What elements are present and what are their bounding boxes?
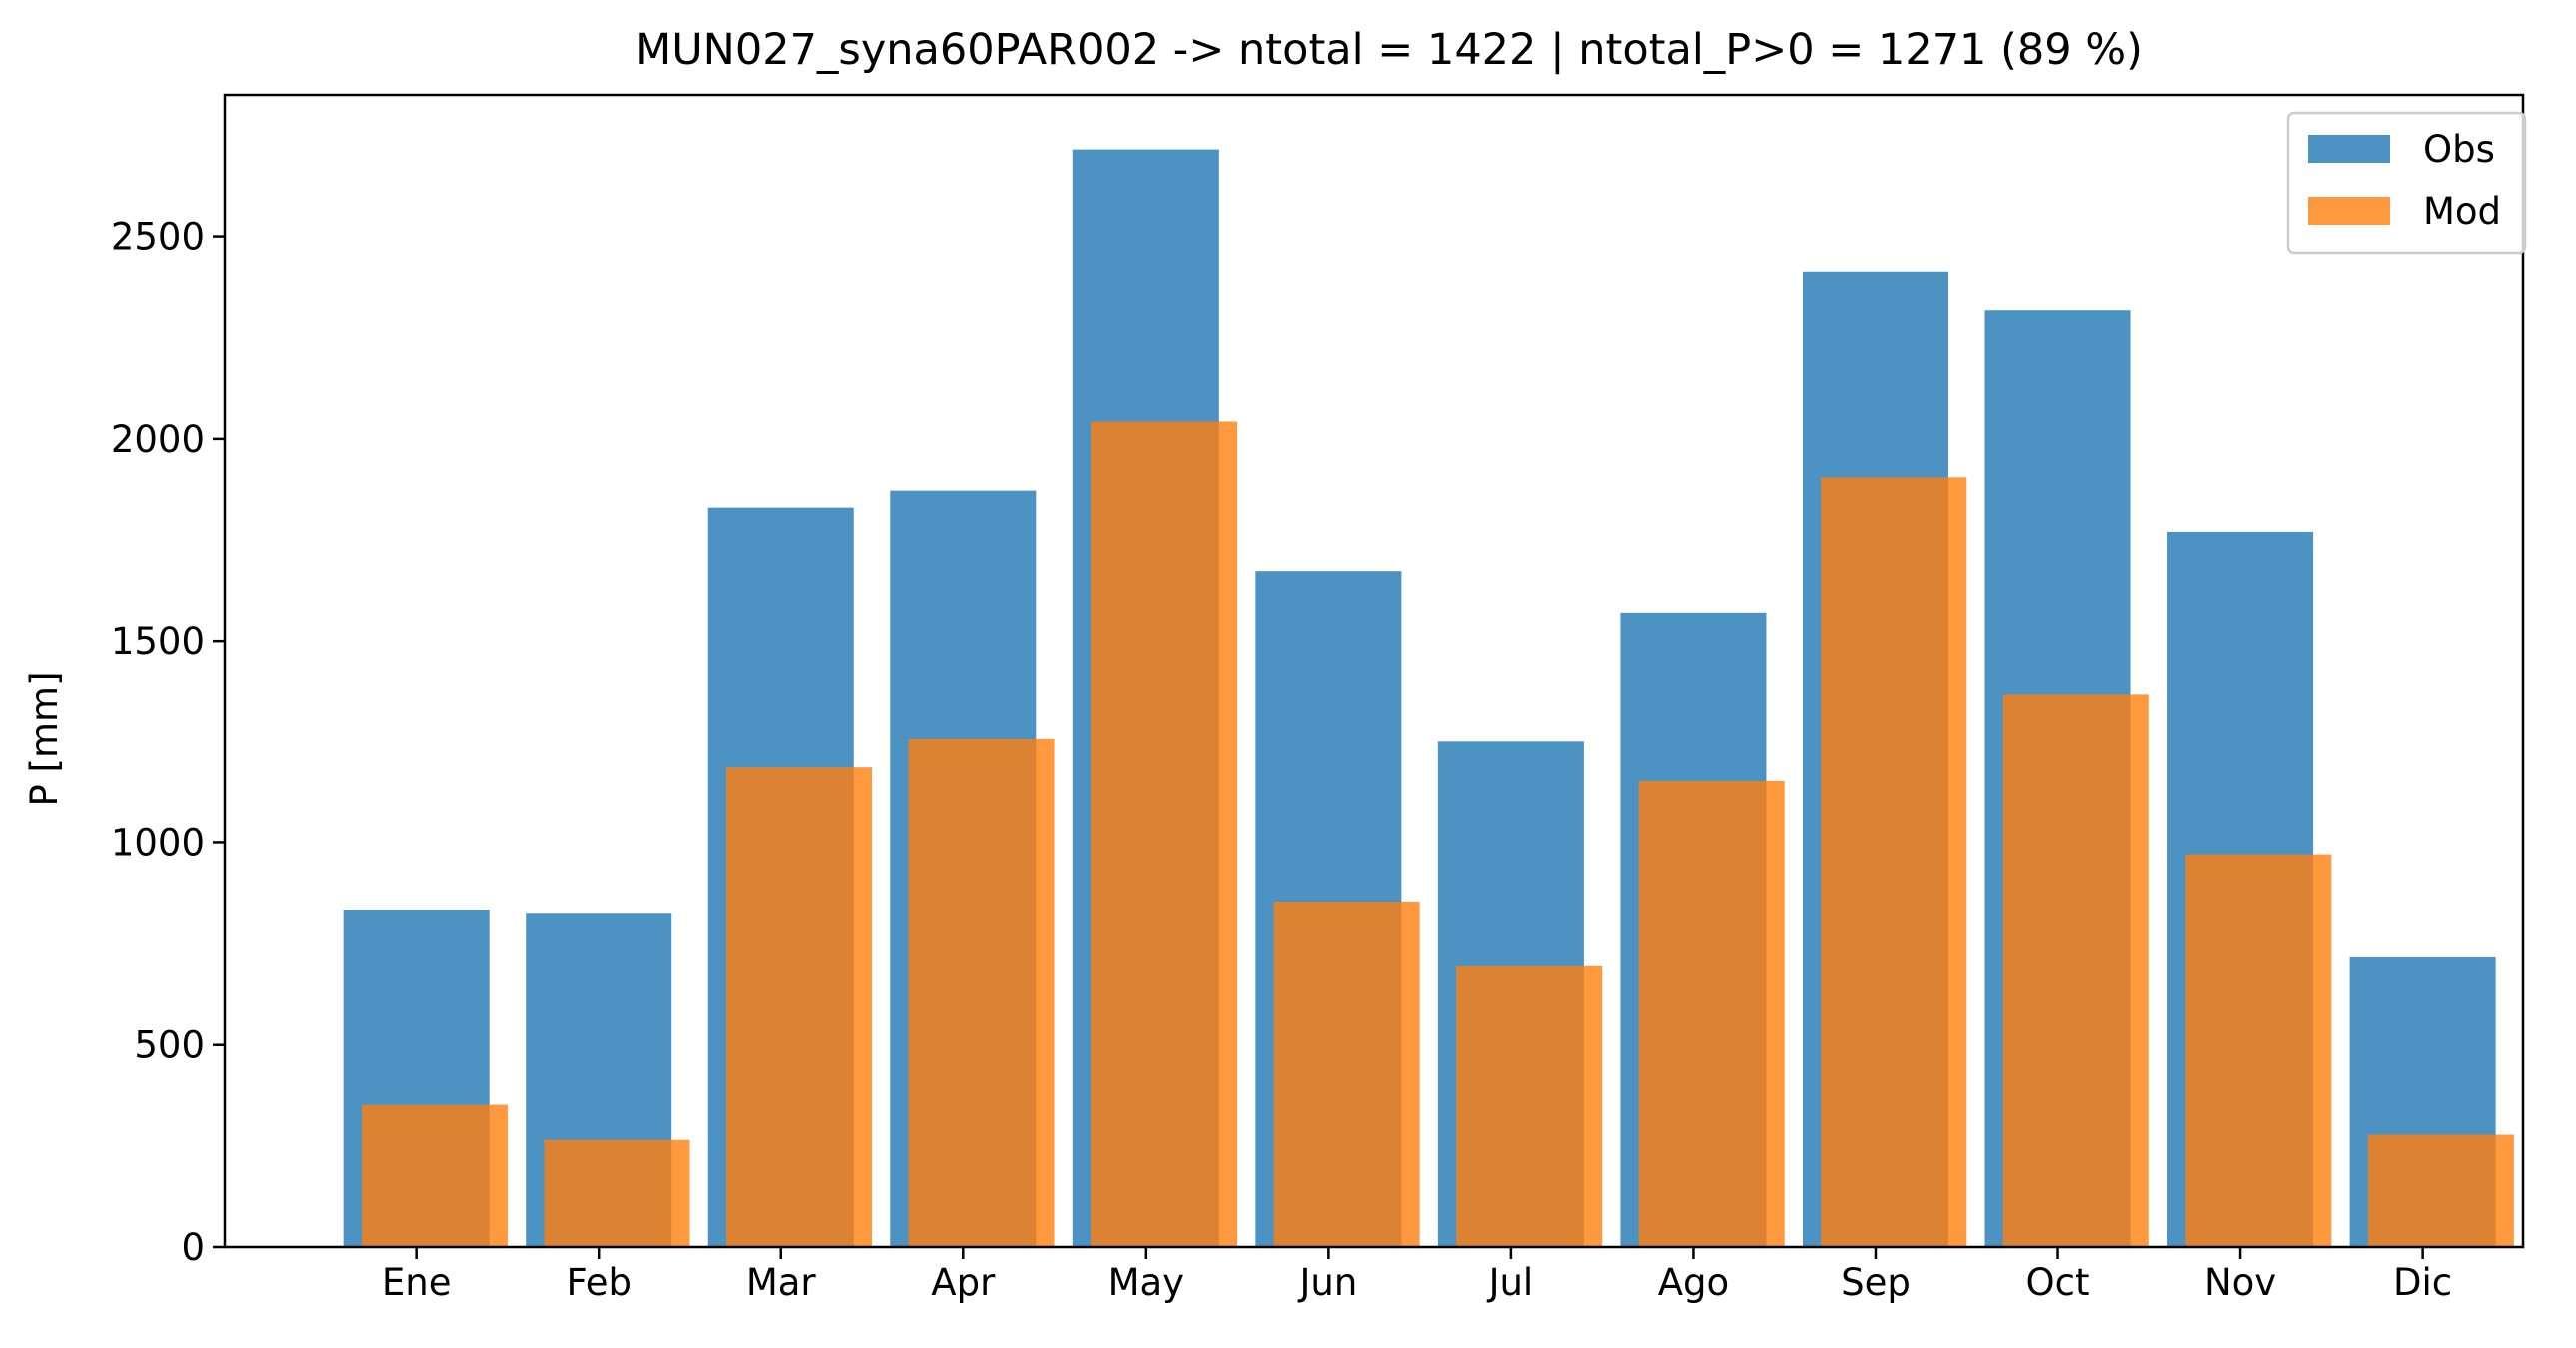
y-tick-label: 1500: [111, 620, 205, 663]
x-tick-label: Sep: [1841, 1261, 1911, 1304]
x-tick-label: Ene: [382, 1261, 452, 1304]
y-tick-label: 500: [134, 1024, 205, 1067]
x-tick-label: Dic: [2393, 1261, 2452, 1304]
chart-title: MUN027_syna60PAR002 -> ntotal = 1422 | n…: [635, 25, 2143, 75]
x-tick-label: Jul: [1487, 1261, 1534, 1304]
y-axis-label: P [mm]: [23, 672, 66, 806]
bar-mod-ago: [1638, 780, 1785, 1247]
bar-mod-apr: [908, 738, 1055, 1247]
y-tick-label: 2000: [111, 418, 205, 461]
x-tick-label: May: [1108, 1261, 1185, 1304]
bar-mod-sep: [1821, 477, 1967, 1247]
bar-mod-feb: [544, 1139, 690, 1247]
legend-swatch-mod: [2308, 197, 2390, 225]
bar-mod-oct: [2002, 694, 2149, 1247]
legend: Obs Mod: [2286, 111, 2527, 255]
bar-mod-mar: [725, 767, 873, 1247]
x-tick-label: Mar: [746, 1261, 817, 1304]
y-tick-label: 1000: [111, 821, 205, 864]
bar-mod-nov: [2185, 854, 2332, 1247]
legend-swatch-obs: [2308, 135, 2390, 163]
x-tick-label: Oct: [2026, 1261, 2090, 1304]
y-axis: 0 500 1000 1500 2000 2500: [111, 216, 225, 1269]
bar-mod-jul: [1456, 965, 1603, 1247]
legend-label-obs: Obs: [2423, 128, 2495, 171]
y-tick-label: 2500: [111, 216, 205, 259]
plot-bars: [343, 149, 2514, 1248]
bar-mod-jun: [1273, 901, 1420, 1247]
x-tick-label: Nov: [2204, 1261, 2276, 1304]
x-tick-label: Jun: [1297, 1261, 1357, 1304]
plot-frame: [223, 93, 2525, 1249]
x-axis: Ene Feb Mar Apr May Jun Jul Ago Sep Oct Nov Dic: [382, 1247, 2452, 1304]
bar-mod-may: [1091, 421, 1238, 1247]
x-tick-label: Apr: [931, 1261, 996, 1304]
bar-mod-ene: [361, 1104, 508, 1247]
y-tick-label: 0: [181, 1226, 205, 1269]
x-tick-label: Ago: [1658, 1261, 1729, 1304]
bar-mod-dic: [2367, 1134, 2514, 1247]
legend-label-mod: Mod: [2423, 190, 2501, 233]
x-tick-label: Feb: [566, 1261, 632, 1304]
